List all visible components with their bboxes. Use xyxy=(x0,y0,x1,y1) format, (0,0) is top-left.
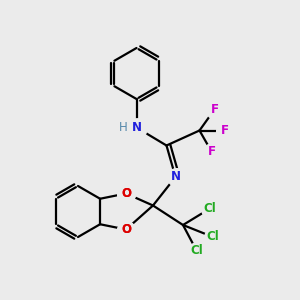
Text: F: F xyxy=(208,145,215,158)
Text: O: O xyxy=(121,223,131,236)
Text: O: O xyxy=(121,187,131,200)
Text: O: O xyxy=(121,223,131,236)
Text: N: N xyxy=(131,121,142,134)
Text: Cl: Cl xyxy=(207,230,219,244)
Text: Cl: Cl xyxy=(190,244,203,257)
Text: F: F xyxy=(221,124,229,137)
Text: H: H xyxy=(119,121,128,134)
Text: Cl: Cl xyxy=(204,202,216,215)
Text: O: O xyxy=(121,187,131,200)
Text: F: F xyxy=(211,103,218,116)
Text: N: N xyxy=(170,170,181,184)
